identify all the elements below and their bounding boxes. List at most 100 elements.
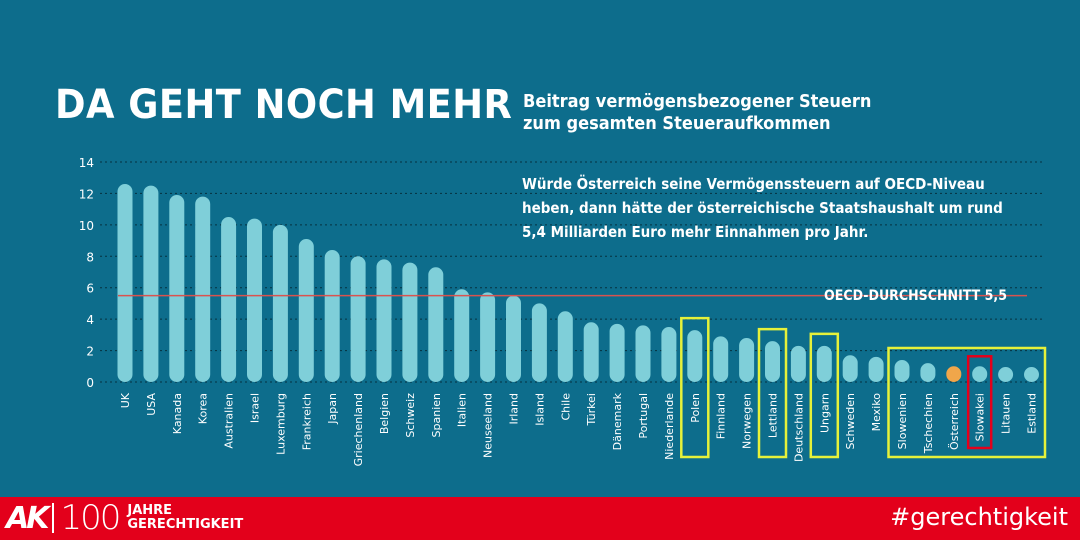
- bar: [894, 360, 910, 382]
- x-tick-label: Litauen: [1000, 393, 1013, 434]
- bar: [117, 184, 133, 382]
- annotation-line-3: 5,4 Milliarden Euro mehr Einnahmen pro J…: [522, 223, 869, 241]
- x-tick-label: Korea: [197, 393, 210, 424]
- x-tick-label: UK: [119, 392, 132, 408]
- y-tick-label: 14: [79, 156, 94, 170]
- bar: [480, 292, 496, 382]
- page-title: DA GEHT NOCH MEHR: [55, 82, 513, 128]
- y-tick-label: 12: [79, 187, 94, 201]
- x-tick-label: Schweden: [844, 393, 857, 450]
- x-tick-label: Finnland: [715, 393, 728, 439]
- x-tick-label: Österreich: [948, 393, 961, 450]
- x-axis-labels: UK USA Kanada Korea Australien Israel Luxembur…: [119, 392, 1039, 466]
- bar: [143, 185, 159, 382]
- highlight-box: [887, 346, 1047, 459]
- x-tick-label: Ungarn: [818, 393, 831, 433]
- bar: [868, 356, 884, 382]
- highlight-box: [757, 327, 788, 459]
- bar: [557, 311, 573, 382]
- footer-bar: AK 100 JAHRE GERECHTIGKEIT #gerechtigkei…: [0, 497, 1080, 540]
- bar: [428, 267, 444, 382]
- x-tick-label: Israel: [249, 393, 262, 423]
- bar-chart: 0 2 4 6 8 10 12 14 UK USA Kanada Korea Australien Is…: [79, 156, 1047, 466]
- subtitle-line-2: zum gesamten Steueraufkommen: [523, 113, 831, 134]
- bar: [454, 289, 470, 382]
- average-label: OECD-DURCHSCHNITT 5,5: [824, 288, 1007, 304]
- bar: [739, 338, 755, 382]
- y-tick-label: 4: [86, 313, 94, 327]
- bar: [169, 195, 185, 382]
- x-tick-label: Luxemburg: [274, 393, 287, 455]
- x-tick-label: Estland: [1026, 393, 1039, 434]
- logo-words: JAHRE GERECHTIGKEIT: [127, 504, 243, 532]
- bar: [765, 341, 780, 382]
- ak-logo-mark: AK: [6, 500, 50, 536]
- bar: [661, 327, 677, 382]
- annotation-line-2: heben, dann hätte der österreichische St…: [522, 199, 1003, 217]
- y-tick-label: 2: [86, 345, 94, 359]
- x-tick-label: Japan: [326, 393, 339, 425]
- logo-divider: [52, 503, 55, 533]
- bar: [506, 295, 521, 382]
- x-tick-label: Spanien: [430, 393, 443, 438]
- bar: [298, 239, 314, 382]
- bar: [376, 259, 392, 382]
- ak-100-logo: AK 100 JAHRE GERECHTIGKEIT: [6, 498, 243, 538]
- bar: [946, 366, 962, 382]
- logo-word-2: GERECHTIGKEIT: [127, 517, 244, 532]
- x-tick-label: Polen: [689, 393, 702, 423]
- x-tick-label: Frankreich: [300, 393, 313, 450]
- bar: [402, 262, 418, 382]
- x-tick-label: Slowakei: [974, 393, 987, 441]
- annotation-line-1: Würde Österreich seine Vermögenssteuern …: [522, 175, 985, 193]
- y-tick-label: 6: [86, 282, 94, 296]
- x-tick-label: Norwegen: [741, 393, 754, 449]
- x-tick-label: Italien: [456, 393, 469, 427]
- bar: [635, 325, 651, 382]
- x-tick-label: Australien: [223, 393, 236, 449]
- bars: [117, 184, 1039, 382]
- bar: [790, 345, 806, 382]
- highlight-boxes: [680, 316, 1047, 459]
- logo-word-1: JAHRE: [127, 503, 173, 518]
- x-tick-label: Schweiz: [404, 393, 417, 438]
- y-axis-ticks: 0 2 4 6 8 10 12 14: [79, 156, 94, 390]
- bar: [920, 363, 936, 382]
- bar: [350, 256, 366, 382]
- x-tick-label: Irland: [508, 393, 521, 425]
- hashtag: #gerechtigkeit: [890, 503, 1068, 531]
- logo-number: 100: [60, 498, 121, 538]
- bar: [272, 224, 288, 382]
- y-tick-label: 8: [86, 250, 94, 264]
- bar: [713, 336, 729, 382]
- bar: [1024, 367, 1039, 382]
- highlight-box: [809, 332, 840, 459]
- x-tick-label: Kanada: [171, 393, 184, 434]
- bar: [842, 355, 858, 382]
- bar: [998, 367, 1014, 382]
- bar: [583, 322, 599, 382]
- bar: [195, 196, 211, 382]
- bar: [609, 323, 625, 382]
- bar: [324, 250, 340, 382]
- x-tick-label: USA: [145, 393, 158, 416]
- x-tick-label: Chile: [559, 393, 572, 421]
- x-tick-label: Tschechien: [922, 393, 935, 454]
- y-tick-label: 10: [79, 219, 94, 233]
- x-tick-label: Griechenland: [352, 393, 365, 466]
- x-tick-label: Lettland: [767, 393, 780, 438]
- x-tick-label: Slowenien: [896, 393, 909, 449]
- highlight-box: [680, 316, 710, 459]
- x-tick-label: Mexiko: [870, 393, 883, 432]
- bar: [687, 330, 703, 382]
- x-tick-label: Niederlande: [663, 393, 676, 460]
- x-tick-label: Türkei: [585, 393, 598, 427]
- x-tick-label: Island: [533, 393, 546, 426]
- bar: [221, 217, 237, 382]
- x-tick-label: Portugal: [637, 393, 650, 439]
- bar: [247, 218, 262, 382]
- bar: [531, 303, 547, 382]
- x-tick-label: Deutschland: [792, 393, 805, 462]
- x-tick-label: Belgien: [378, 393, 391, 434]
